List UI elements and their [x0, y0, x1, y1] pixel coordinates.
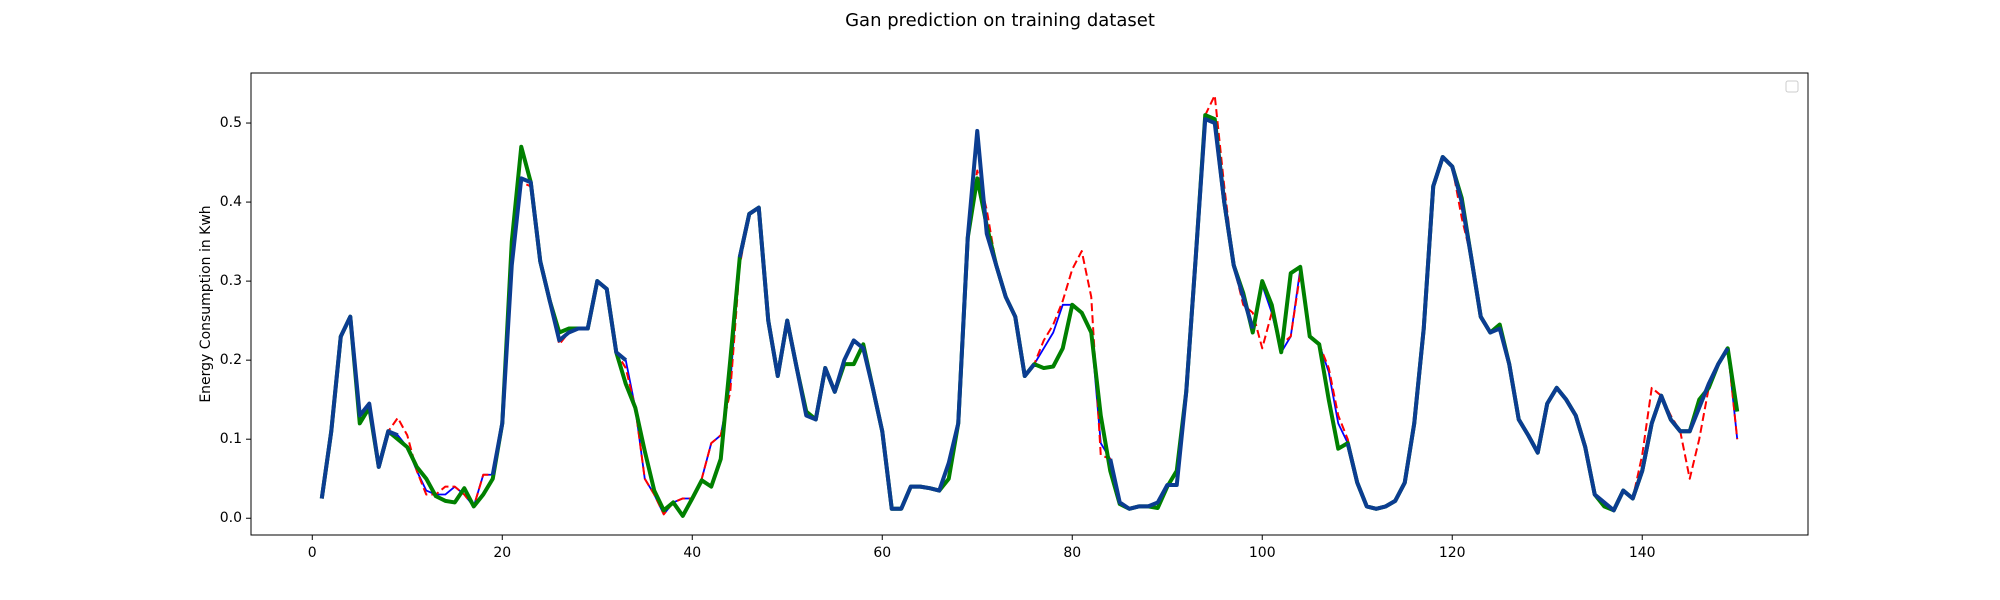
- chart-title: Gan prediction on training dataset: [845, 10, 1155, 31]
- y-tick-label: 0.2: [220, 352, 242, 368]
- x-tick-label: 60: [873, 545, 891, 561]
- x-tick-label: 20: [493, 545, 511, 561]
- y-tick-label: 0.0: [220, 510, 242, 526]
- x-tick-label: 0: [308, 545, 317, 561]
- legend-box: [1785, 80, 1799, 93]
- x-tick-label: 140: [1629, 545, 1656, 561]
- y-axis-label: Energy Consumption in Kwh: [198, 205, 214, 402]
- series-line: [319, 117, 1730, 513]
- y-tick-label: 0.1: [220, 431, 242, 447]
- y-tick-label: 0.5: [220, 115, 242, 131]
- y-tick-label: 0.4: [220, 194, 242, 210]
- plot-frame: [250, 72, 1809, 536]
- x-tick-label: 80: [1063, 545, 1081, 561]
- x-tick-label: 120: [1439, 545, 1466, 561]
- x-tick-label: 40: [683, 545, 701, 561]
- y-tick-label: 0.3: [220, 273, 242, 289]
- x-tick-label: 100: [1249, 545, 1276, 561]
